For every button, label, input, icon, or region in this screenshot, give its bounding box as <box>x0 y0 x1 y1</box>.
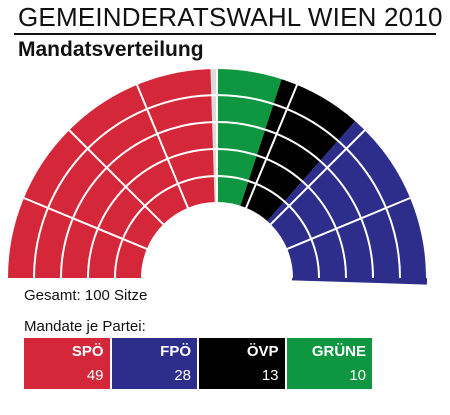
legend-party-name: FPÖ <box>160 343 191 360</box>
chart-subtitle: Mandatsverteilung <box>18 38 204 61</box>
seat-block-oevp <box>240 78 356 222</box>
seat-radial-line <box>285 196 412 251</box>
legend-party-name: ÖVP <box>246 343 279 360</box>
seat-radial-line <box>135 83 190 210</box>
seat-radial-line <box>67 128 165 226</box>
seat-radial-line <box>244 83 299 210</box>
legend-item-fpoe: FPÖ 28 <box>111 338 197 389</box>
page-title: GEMEINDERATSWAHL WIEN 2010 <box>18 2 443 32</box>
seat-ring-line <box>141 202 293 279</box>
legend-item-gruene: GRÜNE 10 <box>286 338 372 389</box>
legend-item-spoe: SPÖ 49 <box>24 338 110 389</box>
legend-seat-count: 10 <box>349 367 366 384</box>
party-legend: SPÖ 49 FPÖ 28 ÖVP 13 GRÜNE 10 <box>24 338 372 389</box>
legend-seat-count: 13 <box>261 367 279 384</box>
seat-distribution-chart <box>6 67 428 285</box>
seat-radial-line <box>22 196 149 251</box>
legend-item-oevp: ÖVP 13 <box>199 338 285 389</box>
seat-block-fpoe <box>266 120 427 285</box>
total-seats-label: Gesamt: 100 Sitze <box>24 287 148 304</box>
legend-seat-count: 49 <box>86 367 104 384</box>
title-divider <box>14 33 436 35</box>
legend-heading: Mandate je Partei: <box>24 318 146 335</box>
seat-radial-line <box>269 128 367 226</box>
legend-seat-count: 28 <box>174 367 191 384</box>
legend-party-name: GRÜNE <box>311 343 366 360</box>
legend-party-name: SPÖ <box>71 343 104 360</box>
